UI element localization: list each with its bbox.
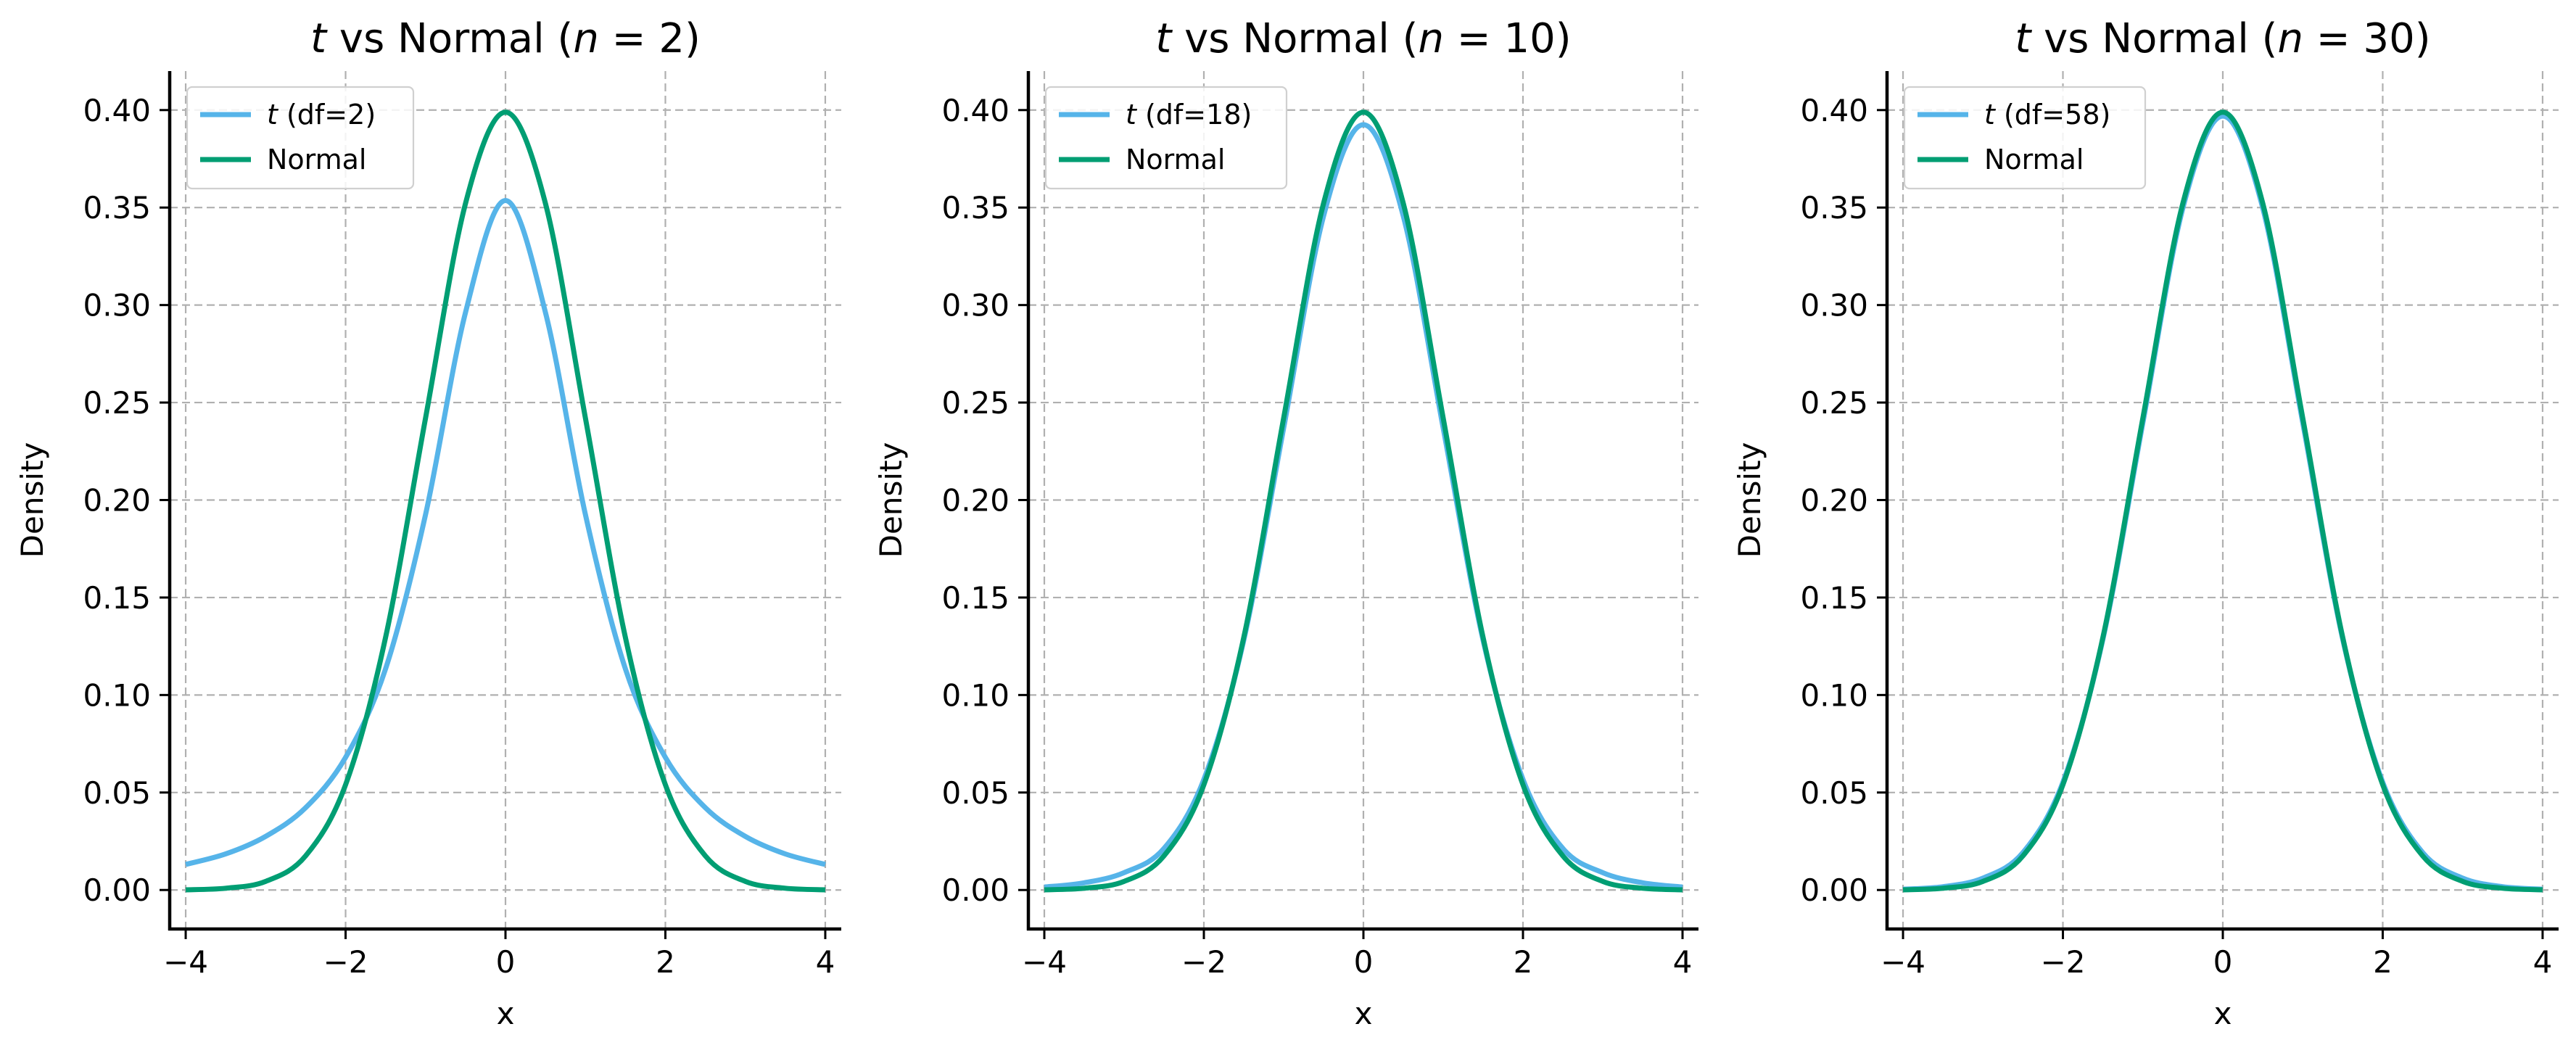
y-tick-label: 0.30 [941,288,1010,323]
title-italic-n: n [573,15,599,62]
y-tick-label: 0.25 [1800,385,1868,421]
title-italic-t: t [310,15,328,62]
y-tick-label: 0.10 [83,677,151,713]
legend-italic-t: t [267,99,279,131]
chart-title: t vs Normal (n = 2) [310,15,701,62]
y-axis-label: Density [873,442,909,558]
title-close-paren: ) [1556,15,1572,62]
legend-label-text: Normal [1984,144,2084,176]
chart-panel-1: −4 −2 0 2 4 0.00 0.05 0.10 0.15 0.20 0.25 0.30 0.35 0… [15,15,841,1031]
y-tick-label: 0.15 [1800,580,1868,616]
y-tick-label: 0.25 [941,385,1010,421]
legend-label-t: t (df=18) [1126,99,1252,131]
legend-label-normal: Normal [1984,144,2084,176]
x-tick-label: 4 [816,944,835,980]
x-tick-label: 4 [2533,944,2553,980]
title-italic-n: n [2278,15,2304,62]
title-text: vs Normal ( [1171,15,1418,62]
y-tick-label: 0.35 [1800,190,1868,226]
y-tick-label: 0.30 [83,288,151,323]
series-line-normal [1902,110,2543,893]
y-axis-label: Density [15,442,50,558]
x-tick-label: 2 [656,944,675,980]
x-tick-label: −2 [2041,944,2086,980]
y-tick-label: 0.35 [941,190,1010,226]
series-line-normal [185,110,826,893]
y-tick-label: 0.05 [83,775,151,811]
y-tick-label: 0.35 [83,190,151,226]
title-italic-t: t [2015,15,2032,62]
title-close-paren: ) [685,15,701,62]
title-equals: = [599,15,659,62]
x-tick-label: 4 [1673,944,1693,980]
y-tick-label: 0.05 [941,775,1010,811]
y-tick-label: 0.20 [83,483,151,519]
x-tick-label: 2 [1514,944,1533,980]
legend-label-text: Normal [267,144,367,176]
x-axis-label: x [2214,996,2232,1031]
legend-label-text: Normal [1126,144,1226,176]
x-tick-label: 2 [2373,944,2393,980]
title-equals: = [2303,15,2364,62]
y-axis-label: Density [1732,442,1767,558]
chart-panel-2: −4 −2 0 2 4 0.00 0.05 0.10 0.15 0.20 0.25 0.30 0.35 0… [873,15,1698,1031]
title-italic-t: t [1155,15,1173,62]
x-axis-label: x [1355,996,1373,1031]
legend-label-text: (df=58) [1995,99,2110,131]
legend-label-text: (df=18) [1136,99,1252,131]
x-tick-label: 0 [496,944,516,980]
y-tick-label: 0.15 [941,580,1010,616]
x-tick-label: −4 [1881,944,1925,980]
chart-title: t vs Normal (n = 10) [1155,15,1571,62]
title-text: vs Normal ( [326,15,573,62]
title-n-value: 2 [659,15,685,62]
series-line-t [1044,122,1683,890]
title-text: vs Normal ( [2031,15,2277,62]
x-tick-label: 0 [2213,944,2233,980]
y-tick-label: 0.10 [1800,677,1868,713]
legend-italic-t: t [1984,99,1997,131]
y-tick-label: 0.15 [83,580,151,616]
series-line-t [185,198,826,867]
title-n-value: 10 [1504,15,1556,62]
title-italic-n: n [1419,15,1445,62]
y-tick-label: 0.20 [941,483,1010,519]
legend-italic-t: t [1126,99,1138,131]
legend-label-normal: Normal [267,144,367,176]
y-tick-label: 0.05 [1800,775,1868,811]
y-tick-label: 0.10 [941,677,1010,713]
y-tick-label: 0.00 [941,872,1010,908]
legend-label-text: (df=2) [278,99,376,131]
y-tick-label: 0.00 [83,872,151,908]
chart-panel-3: −4 −2 0 2 4 0.00 0.05 0.10 0.15 0.20 0.25 0.30 0.35 0… [1732,15,2559,1031]
y-tick-label: 0.30 [1800,288,1868,323]
x-tick-label: 0 [1354,944,1374,980]
y-tick-label: 0.20 [1800,483,1868,519]
legend-label-t: t (df=2) [267,99,376,131]
x-axis-label: x [497,996,515,1031]
title-n-value: 30 [2364,15,2415,62]
y-tick-label: 0.40 [83,93,151,128]
y-tick-label: 0.00 [1800,872,1868,908]
x-tick-label: −4 [1022,944,1067,980]
series-line-normal [1044,110,1683,893]
y-tick-label: 0.40 [1800,93,1868,128]
x-tick-label: −2 [323,944,368,980]
x-tick-label: −2 [1181,944,1226,980]
y-tick-label: 0.25 [83,385,151,421]
x-tick-label: −4 [163,944,208,980]
legend-label-t: t (df=58) [1984,99,2110,131]
title-equals: = [1444,15,1504,62]
chart-title: t vs Normal (n = 30) [2015,15,2430,62]
legend-label-normal: Normal [1126,144,1226,176]
y-tick-label: 0.40 [941,93,1010,128]
title-close-paren: ) [2415,15,2431,62]
